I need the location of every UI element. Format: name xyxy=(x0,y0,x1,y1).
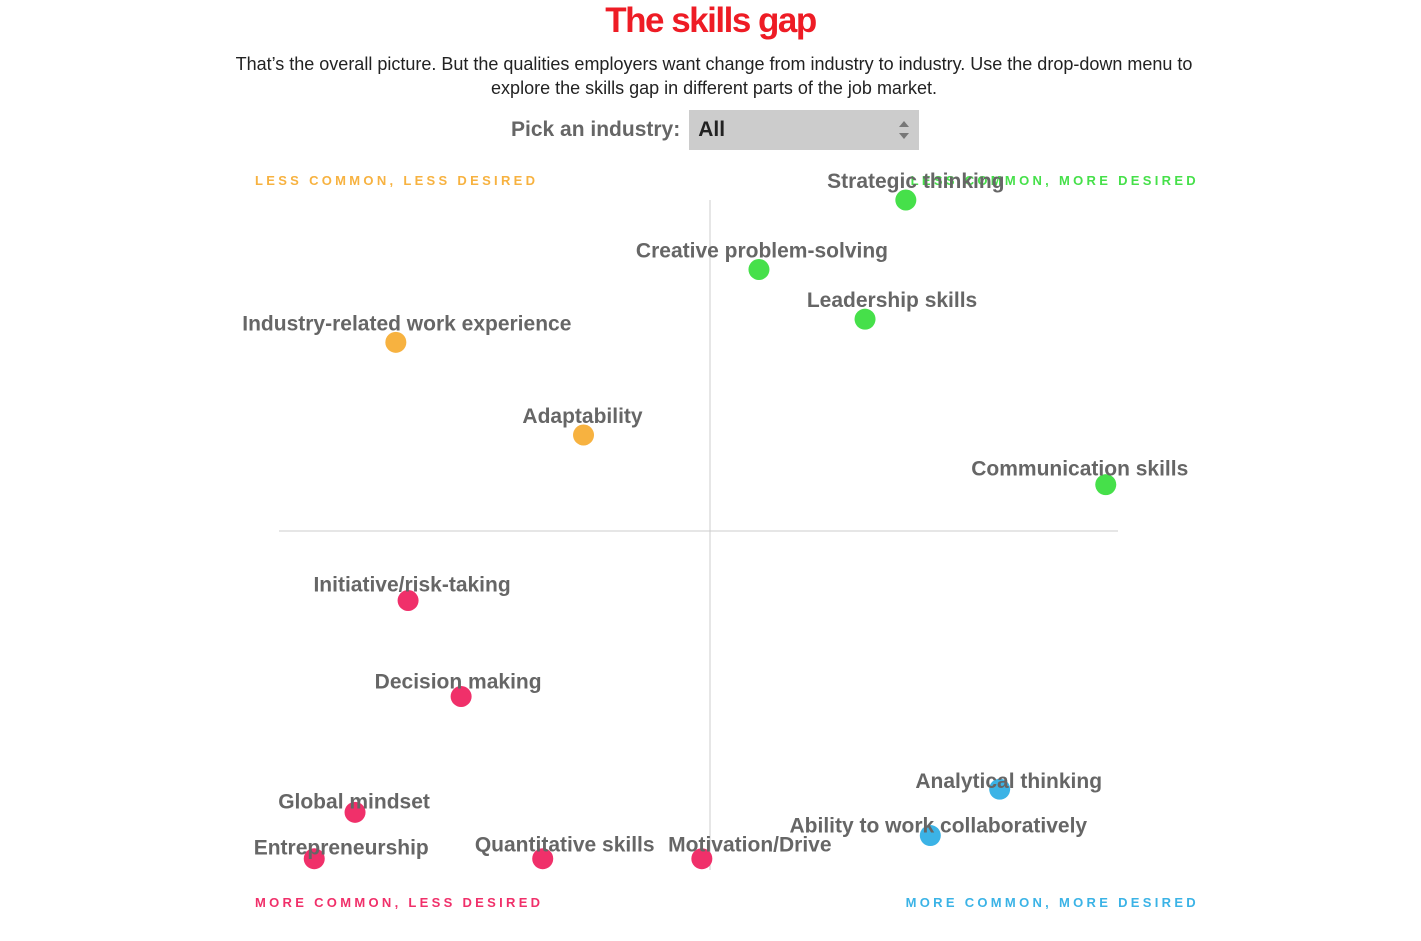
industry-select-value: All xyxy=(698,118,726,141)
quadrant-label-bottom-right: MORE COMMON, MORE DESIRED xyxy=(905,895,1199,910)
data-point[interactable] xyxy=(573,424,595,446)
data-point-label: Analytical thinking xyxy=(915,770,1102,793)
select-arrows-icon xyxy=(899,121,910,139)
data-point[interactable] xyxy=(532,848,554,870)
data-point[interactable] xyxy=(919,825,941,847)
data-point[interactable] xyxy=(691,848,713,870)
data-point[interactable] xyxy=(385,331,407,353)
data-point-label: Strategic thinking xyxy=(827,170,1004,193)
data-point[interactable] xyxy=(397,590,419,612)
data-point-label: Quantitative skills xyxy=(475,834,655,857)
data-point[interactable] xyxy=(344,801,366,823)
data-point[interactable] xyxy=(450,686,472,707)
data-point[interactable] xyxy=(303,848,325,870)
data-point-label: Decision making xyxy=(375,671,542,694)
quadrant-label-bottom-left: MORE COMMON, LESS DESIRED xyxy=(255,895,544,910)
data-point-label: Entrepreneurship xyxy=(254,837,429,860)
data-point[interactable] xyxy=(748,259,770,281)
intro-text: That’s the overall picture. But the qual… xyxy=(235,54,1193,98)
industry-picker-label: Pick an industry: xyxy=(511,118,681,141)
data-point-label: Initiative/risk-taking xyxy=(313,574,510,597)
data-point[interactable] xyxy=(895,189,917,211)
quadrant-label-top-left: LESS COMMON, LESS DESIRED xyxy=(255,173,539,188)
industry-select[interactable]: All xyxy=(689,110,920,150)
industry-picker: Pick an industry: All xyxy=(511,110,920,150)
data-point-label: Communication skills xyxy=(971,458,1188,481)
data-point[interactable] xyxy=(989,778,1011,800)
data-point-label: Global mindset xyxy=(278,790,430,813)
data-point-label: Leadership skills xyxy=(807,289,977,312)
data-point[interactable] xyxy=(854,308,876,330)
quadrant-label-top-right: LESS COMMON, MORE DESIRED xyxy=(910,173,1199,188)
data-point-label: Ability to work collaboratively xyxy=(790,815,1088,838)
page-title: The skills gap xyxy=(605,1,817,40)
data-point-label: Creative problem-solving xyxy=(636,240,888,263)
data-point-label: Motivation/Drive xyxy=(668,834,831,857)
data-point-label: Adaptability xyxy=(522,405,642,428)
data-point[interactable] xyxy=(1095,474,1117,496)
data-point-label: Industry-related work experience xyxy=(242,312,571,335)
